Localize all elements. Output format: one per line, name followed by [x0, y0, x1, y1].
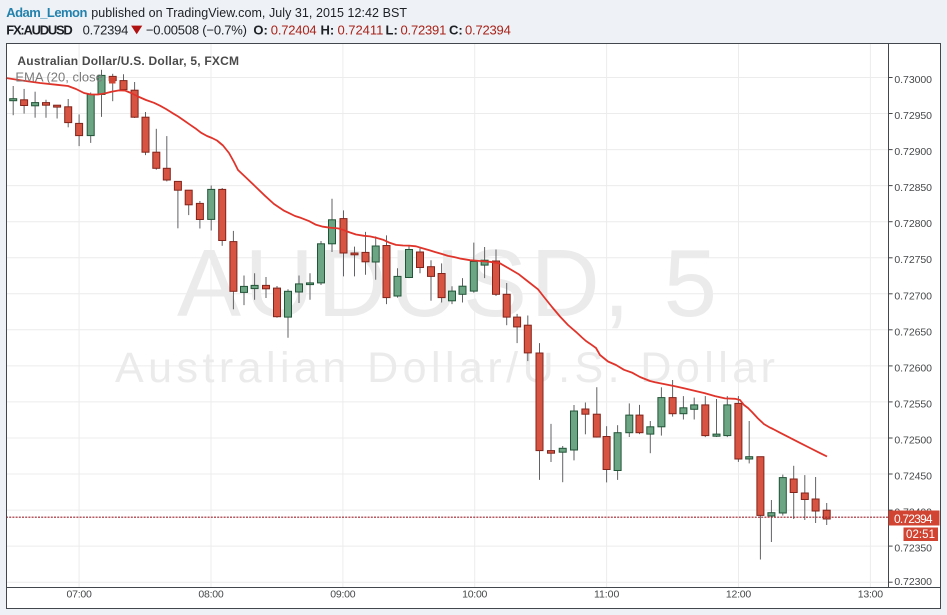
svg-text:0.72750: 0.72750 — [894, 254, 932, 266]
svg-text:0.72350: 0.72350 — [894, 543, 932, 555]
svg-text:0.72700: 0.72700 — [894, 290, 932, 302]
svg-text:0.72800: 0.72800 — [894, 218, 932, 230]
svg-text:0.72850: 0.72850 — [894, 182, 932, 194]
svg-text:02:51: 02:51 — [906, 529, 935, 541]
svg-text:0.72394: 0.72394 — [894, 512, 933, 526]
svg-text:0.72950: 0.72950 — [894, 110, 932, 122]
svg-text:0.72450: 0.72450 — [894, 471, 932, 483]
svg-text:0.73000: 0.73000 — [894, 74, 932, 86]
svg-text:0.72300: 0.72300 — [894, 576, 932, 588]
svg-text:11:00: 11:00 — [594, 589, 619, 601]
svg-text:0.72900: 0.72900 — [894, 146, 932, 158]
svg-text:07:00: 07:00 — [67, 589, 92, 601]
svg-text:08:00: 08:00 — [198, 589, 223, 601]
svg-text:0.72550: 0.72550 — [894, 398, 932, 410]
svg-text:0.72650: 0.72650 — [894, 326, 932, 338]
svg-text:09:00: 09:00 — [330, 589, 355, 601]
svg-text:Australian Dollar/U.S. Dollar: Australian Dollar/U.S. Dollar — [115, 344, 775, 392]
svg-text:EMA (20, close: EMA (20, close — [15, 70, 102, 85]
svg-text:Australian Dollar/U.S. Dollar,: Australian Dollar/U.S. Dollar, 5, FXCM — [17, 54, 239, 68]
svg-text:AUDUSD, 5: AUDUSD, 5 — [177, 230, 717, 337]
svg-text:10:00: 10:00 — [462, 589, 487, 601]
svg-text:13:00: 13:00 — [858, 589, 883, 601]
svg-text:0.72600: 0.72600 — [894, 362, 932, 374]
svg-text:0.72500: 0.72500 — [894, 435, 932, 447]
svg-text:12:00: 12:00 — [726, 589, 751, 601]
